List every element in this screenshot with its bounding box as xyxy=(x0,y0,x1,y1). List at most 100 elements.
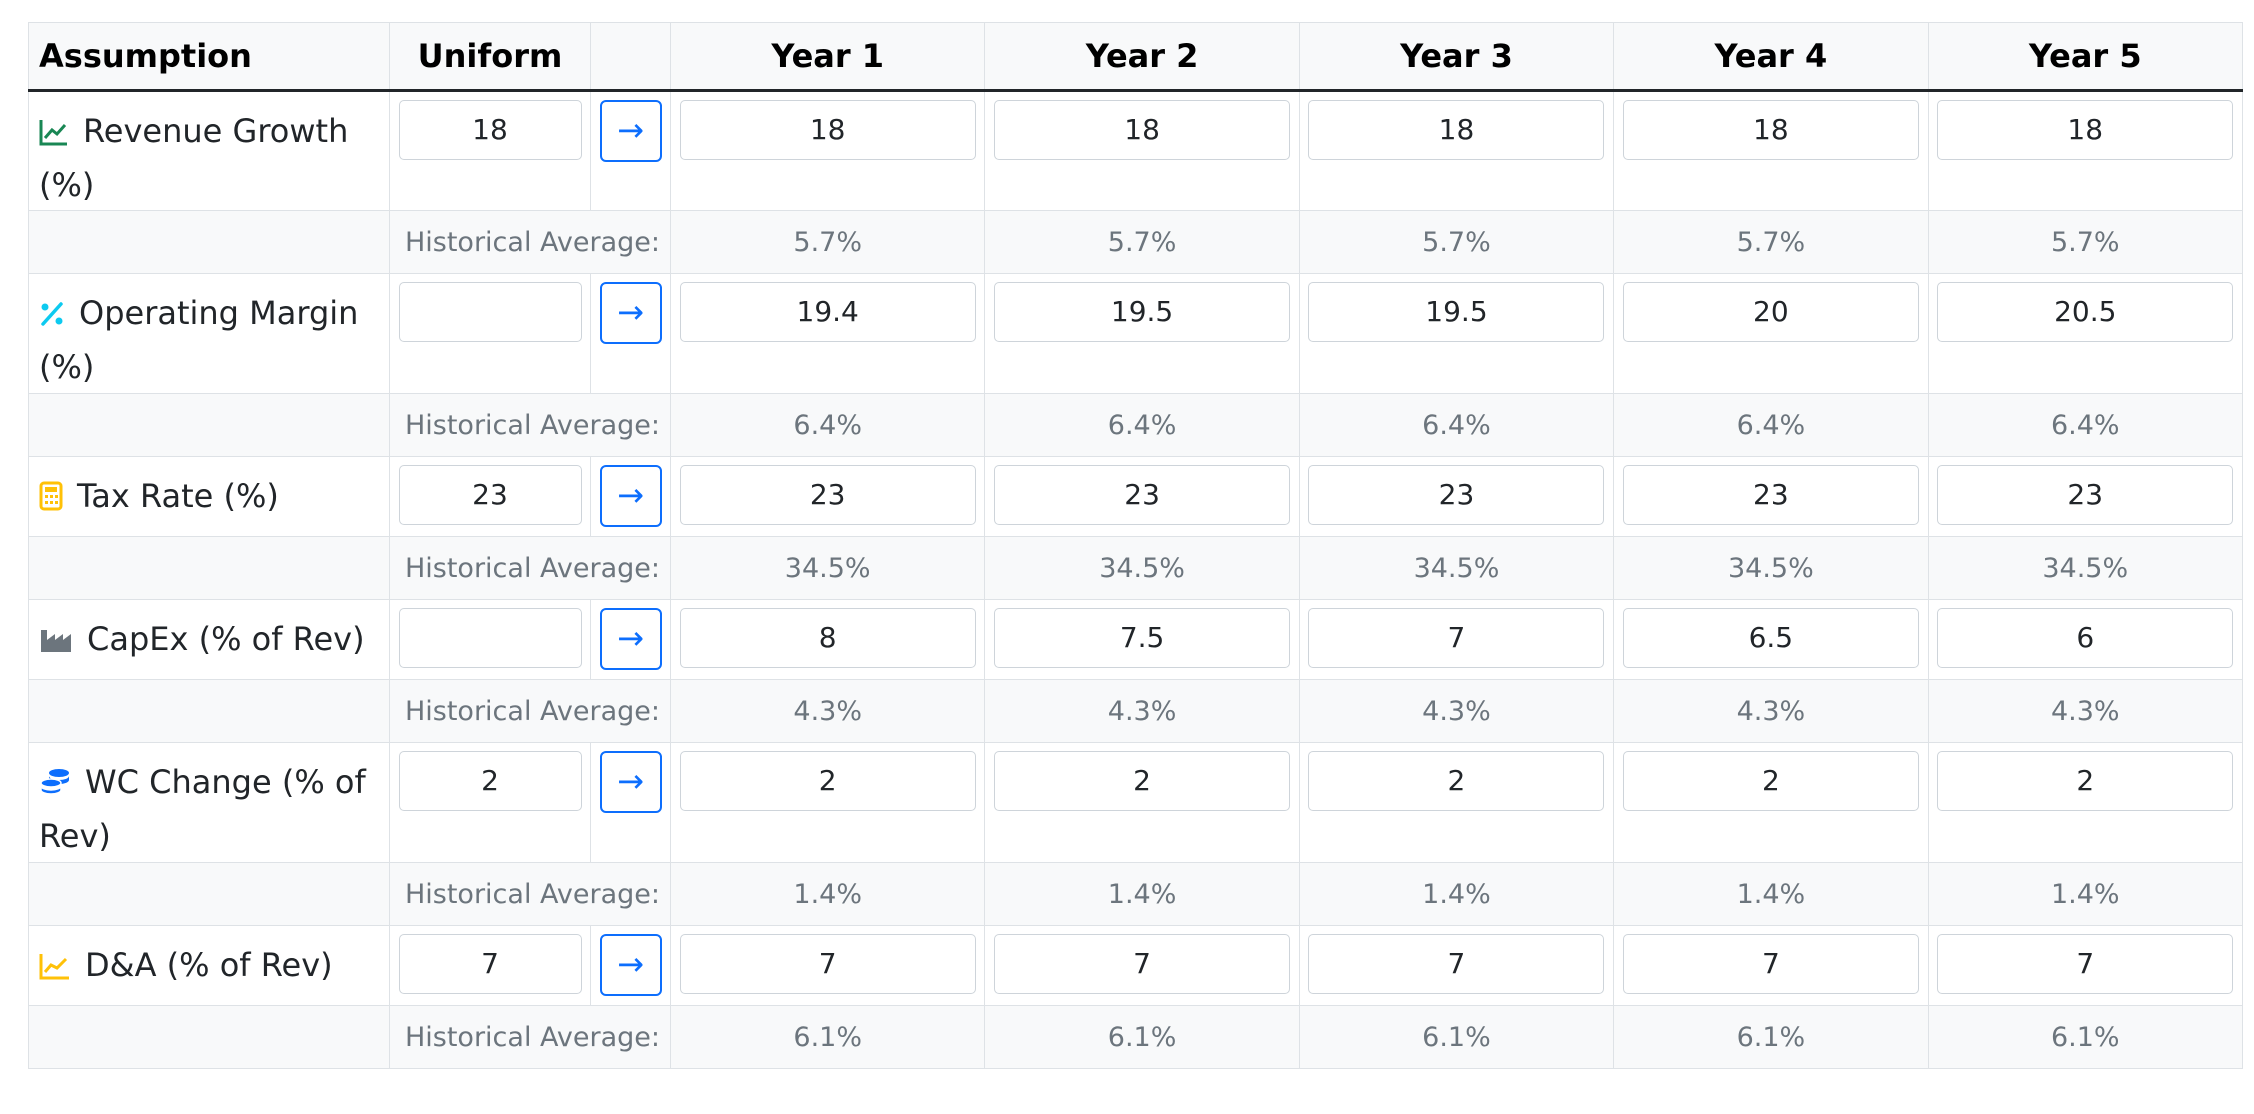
header-apply-spacer xyxy=(590,22,671,92)
apply-uniform-button[interactable]: → xyxy=(599,751,662,813)
year-cell: 2 xyxy=(669,742,986,863)
year-3-input[interactable]: 2 xyxy=(1308,751,1605,811)
year-cell: 18 xyxy=(1613,90,1929,211)
apply-uniform-button[interactable]: → xyxy=(599,465,662,527)
uniform-input[interactable]: 7 xyxy=(398,934,582,994)
year-2-input[interactable]: 19.5 xyxy=(994,282,1291,342)
historical-value: 4.3% xyxy=(1927,679,2243,743)
year-cell: 23 xyxy=(984,456,1300,537)
year-1-input[interactable]: 2 xyxy=(679,751,976,811)
apply-uniform-button[interactable]: → xyxy=(599,282,662,344)
assumption-row: CapEx (% of Rev) → 8 7.5 7 6.5 6 xyxy=(28,599,2243,680)
year-1-input[interactable]: 23 xyxy=(679,465,976,525)
year-3-input[interactable]: 7 xyxy=(1308,934,1605,994)
historical-value: 34.5% xyxy=(1298,536,1615,600)
historical-value: 6.1% xyxy=(1613,1005,1929,1069)
year-cell: 2 xyxy=(1613,742,1929,863)
year-1-input[interactable]: 19.4 xyxy=(679,282,976,342)
historical-value: 5.7% xyxy=(1613,210,1929,274)
year-4-input[interactable]: 2 xyxy=(1622,751,1919,811)
year-4-input[interactable]: 6.5 xyxy=(1622,608,1919,668)
year-cell: 20.5 xyxy=(1927,273,2243,394)
assumption-label: Tax Rate (%) xyxy=(77,477,279,515)
assumptions-body: Revenue Growth (%) 18 → 18 18 18 18 18 Historica… xyxy=(28,90,2243,1069)
year-3-input[interactable]: 23 xyxy=(1308,465,1605,525)
arrow-right-icon: → xyxy=(617,111,644,149)
uniform-cell: 23 xyxy=(389,456,591,537)
assumption-label: CapEx (% of Rev) xyxy=(87,620,365,658)
historical-value: 6.4% xyxy=(1613,393,1929,457)
arrow-right-icon: → xyxy=(617,619,644,657)
uniform-input[interactable]: 23 xyxy=(398,465,582,525)
apply-uniform-button[interactable]: → xyxy=(599,934,662,996)
year-cell: 19.5 xyxy=(984,273,1300,394)
historical-value: 1.4% xyxy=(669,862,986,926)
year-5-input[interactable]: 18 xyxy=(1937,100,2234,160)
arrow-right-icon: → xyxy=(617,762,644,800)
historical-value: 34.5% xyxy=(1927,536,2243,600)
historical-value: 1.4% xyxy=(1927,862,2243,926)
apply-uniform-button[interactable]: → xyxy=(599,608,662,670)
assumption-label-cell: Operating Margin (%) xyxy=(28,273,390,394)
apply-cell: → xyxy=(590,742,671,863)
area-chart-icon xyxy=(39,944,71,994)
year-3-input[interactable]: 18 xyxy=(1308,100,1605,160)
assumption-row: Tax Rate (%) 23 → 23 23 23 23 23 xyxy=(28,456,2243,537)
historical-label: Historical Average: xyxy=(389,536,671,600)
year-cell: 23 xyxy=(1613,456,1929,537)
historical-label: Historical Average: xyxy=(389,1005,671,1069)
year-2-input[interactable]: 7.5 xyxy=(994,608,1291,668)
year-3-input[interactable]: 7 xyxy=(1308,608,1605,668)
year-3-input[interactable]: 19.5 xyxy=(1308,282,1605,342)
year-4-input[interactable]: 23 xyxy=(1622,465,1919,525)
historical-blank-cell xyxy=(28,862,390,926)
year-cell: 18 xyxy=(1927,90,2243,211)
historical-value: 34.5% xyxy=(669,536,986,600)
year-cell: 23 xyxy=(1927,456,2243,537)
historical-value: 1.4% xyxy=(1298,862,1615,926)
year-4-input[interactable]: 18 xyxy=(1622,100,1919,160)
historical-value: 6.1% xyxy=(984,1005,1300,1069)
historical-value: 6.4% xyxy=(1298,393,1615,457)
year-1-input[interactable]: 7 xyxy=(679,934,976,994)
header-assumption: Assumption xyxy=(28,22,390,92)
year-5-input[interactable]: 2 xyxy=(1937,751,2234,811)
assumption-label: Operating Margin (%) xyxy=(39,294,359,386)
year-2-input[interactable]: 2 xyxy=(994,751,1291,811)
header-year-1: Year 1 xyxy=(669,22,986,92)
historical-value: 4.3% xyxy=(984,679,1300,743)
apply-uniform-button[interactable]: → xyxy=(599,100,662,162)
year-5-input[interactable]: 20.5 xyxy=(1937,282,2234,342)
year-cell: 6 xyxy=(1927,599,2243,680)
historical-value: 1.4% xyxy=(1613,862,1929,926)
year-2-input[interactable]: 23 xyxy=(994,465,1291,525)
year-4-input[interactable]: 7 xyxy=(1622,934,1919,994)
year-5-input[interactable]: 23 xyxy=(1937,465,2234,525)
assumption-label: D&A (% of Rev) xyxy=(85,946,333,984)
year-2-input[interactable]: 7 xyxy=(994,934,1291,994)
assumption-label-cell: WC Change (% of Rev) xyxy=(28,742,390,863)
year-cell: 2 xyxy=(1298,742,1615,863)
assumption-label: Revenue Growth (%) xyxy=(39,112,349,204)
year-cell: 7.5 xyxy=(984,599,1300,680)
arrow-right-icon: → xyxy=(617,293,644,331)
year-cell: 18 xyxy=(984,90,1300,211)
historical-blank-cell xyxy=(28,393,390,457)
year-cell: 23 xyxy=(669,456,986,537)
year-5-input[interactable]: 6 xyxy=(1937,608,2234,668)
uniform-input[interactable] xyxy=(398,282,582,342)
year-4-input[interactable]: 20 xyxy=(1622,282,1919,342)
year-2-input[interactable]: 18 xyxy=(994,100,1291,160)
year-1-input[interactable]: 8 xyxy=(679,608,976,668)
year-1-input[interactable]: 18 xyxy=(679,100,976,160)
historical-value: 34.5% xyxy=(984,536,1300,600)
uniform-input[interactable]: 2 xyxy=(398,751,582,811)
historical-value: 6.1% xyxy=(1298,1005,1615,1069)
historical-value: 6.1% xyxy=(669,1005,986,1069)
uniform-input[interactable] xyxy=(398,608,582,668)
historical-value: 6.4% xyxy=(669,393,986,457)
year-5-input[interactable]: 7 xyxy=(1937,934,2234,994)
calculator-icon xyxy=(39,475,63,525)
uniform-input[interactable]: 18 xyxy=(398,100,582,160)
historical-value: 6.1% xyxy=(1927,1005,2243,1069)
